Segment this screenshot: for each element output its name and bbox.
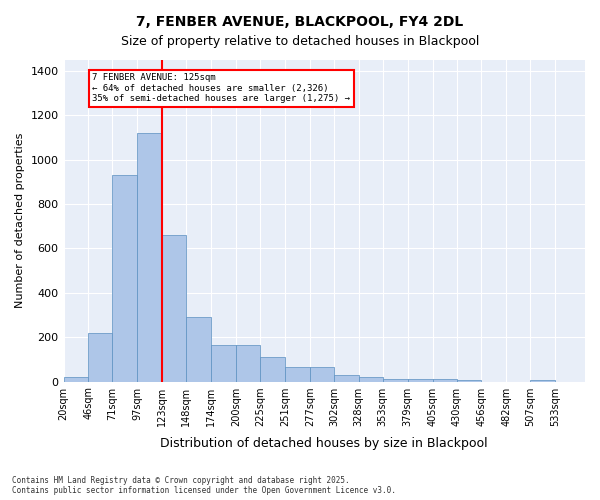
- Bar: [137, 133, 162, 382]
- Bar: [285, 367, 310, 382]
- Bar: [383, 380, 407, 382]
- Text: Size of property relative to detached houses in Blackpool: Size of property relative to detached ho…: [121, 35, 479, 48]
- Bar: [260, 357, 285, 382]
- Bar: [530, 380, 555, 382]
- Bar: [64, 377, 88, 382]
- Bar: [334, 375, 359, 382]
- Text: 7 FENBER AVENUE: 125sqm
← 64% of detached houses are smaller (2,326)
35% of semi: 7 FENBER AVENUE: 125sqm ← 64% of detache…: [92, 74, 350, 103]
- Bar: [310, 367, 334, 382]
- Bar: [433, 380, 457, 382]
- Y-axis label: Number of detached properties: Number of detached properties: [15, 133, 25, 308]
- Bar: [236, 345, 260, 382]
- Bar: [88, 332, 112, 382]
- X-axis label: Distribution of detached houses by size in Blackpool: Distribution of detached houses by size …: [160, 437, 488, 450]
- Bar: [186, 317, 211, 382]
- Text: 7, FENBER AVENUE, BLACKPOOL, FY4 2DL: 7, FENBER AVENUE, BLACKPOOL, FY4 2DL: [136, 15, 464, 29]
- Bar: [457, 380, 481, 382]
- Bar: [112, 176, 137, 382]
- Text: Contains HM Land Registry data © Crown copyright and database right 2025.
Contai: Contains HM Land Registry data © Crown c…: [12, 476, 396, 495]
- Bar: [359, 377, 383, 382]
- Bar: [211, 345, 236, 382]
- Bar: [162, 235, 186, 382]
- Bar: [407, 380, 433, 382]
